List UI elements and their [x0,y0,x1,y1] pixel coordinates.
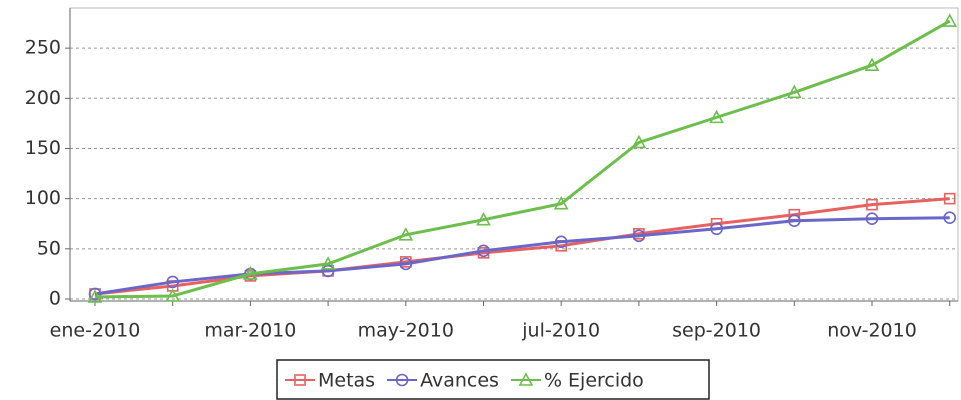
marker [553,195,569,210]
x-tick-label: ene-2010 [50,320,141,342]
x-tick-label: jul-2010 [521,320,600,342]
marker [864,57,880,71]
plot-area [69,7,959,302]
marker [942,13,958,27]
marker [294,374,306,386]
y-tick-label: 150 [25,137,61,159]
legend: Metas Avances % Ejercido [276,359,710,400]
marker [786,84,802,99]
marker [320,256,336,270]
marker [518,372,534,386]
x-tick-label: sep-2010 [672,320,761,342]
marker [710,222,723,236]
y-tick-label: 100 [25,187,61,209]
marker [631,134,647,149]
marker [165,288,181,302]
marker [632,229,646,243]
y-tick-label: 250 [25,37,61,59]
legend-label: Avances [420,370,499,392]
marker [166,275,179,289]
marker [243,266,258,280]
legend-label: % Ejercido [544,370,644,392]
marker [477,244,490,258]
y-tick-label: 50 [37,237,61,259]
marker [787,214,801,228]
series-line [94,19,951,299]
x-tick-label: mar-2010 [204,320,296,342]
legend-box [276,359,710,400]
x-tick-label: nov-2010 [827,320,917,342]
legend-label: Metas [318,370,375,392]
x-tick-label: may-2010 [358,320,454,342]
marker [554,235,568,249]
marker [943,211,957,225]
marker [866,198,878,211]
marker [87,289,103,303]
marker [865,212,879,226]
marker [399,257,413,271]
marker [709,109,724,124]
marker [395,373,409,387]
marker [398,227,414,241]
marker [943,192,956,205]
y-tick-label: 0 [49,287,61,309]
marker [476,212,491,226]
marker [321,264,335,278]
series-line [94,216,950,296]
y-tick-label: 200 [25,87,61,109]
marker [88,287,102,301]
